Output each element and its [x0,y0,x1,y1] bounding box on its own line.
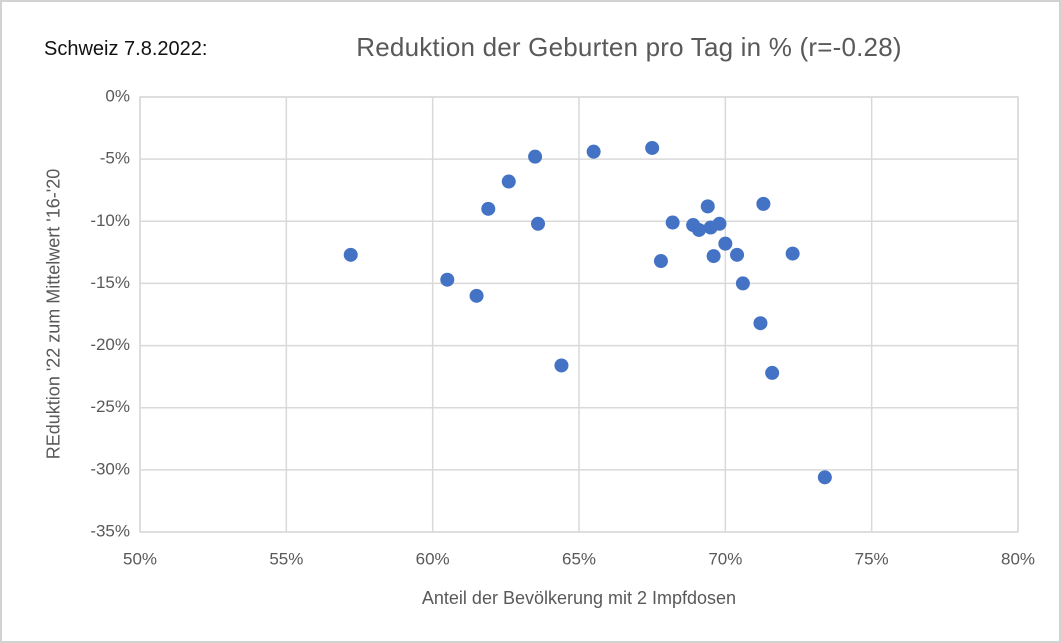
data-point [440,272,455,287]
y-tick-label: 0% [105,86,130,105]
data-point [645,140,660,155]
y-tick-label: -15% [90,273,130,292]
x-tick-label: 60% [416,549,450,568]
y-tick-label: -20% [90,335,130,354]
y-axis-title: REduktion '22 zum Mittelwert '16-'20 [43,168,64,460]
data-point [706,249,721,264]
chart-title: Reduktion der Geburten pro Tag in % (r=-… [356,32,902,62]
data-point [469,288,484,303]
x-tick-label: 70% [708,549,742,568]
data-point [735,276,750,291]
x-tick-label: 75% [855,549,889,568]
data-point [501,174,516,189]
x-tick-label: 50% [123,549,157,568]
data-point [785,246,800,261]
data-point [691,222,706,237]
data-point [730,247,745,262]
data-point [343,247,358,262]
x-tick-label: 80% [1001,549,1035,568]
data-point [653,254,668,269]
data-point [756,196,771,211]
data-point [665,215,680,230]
data-point [817,470,832,485]
x-tick-label: 55% [269,549,303,568]
y-tick-label: -35% [90,521,130,540]
data-point [753,316,768,331]
corner-annotation: Schweiz 7.8.2022: [44,38,208,60]
data-point [528,149,543,164]
y-tick-label: -5% [100,149,130,168]
y-tick-label: -25% [90,397,130,416]
plot-area-border [139,96,1019,533]
data-point [554,358,569,373]
y-tick-label: -10% [90,211,130,230]
x-axis-title: Anteil der Bevölkerung mit 2 Impfdosen [421,588,737,608]
data-point [586,144,601,159]
x-tick-label: 65% [562,549,596,568]
data-point [481,201,496,216]
data-point [531,216,546,231]
data-point [765,365,780,380]
data-point [718,236,733,251]
data-point [712,216,727,231]
y-tick-label: -30% [90,459,130,478]
data-point [700,199,715,214]
